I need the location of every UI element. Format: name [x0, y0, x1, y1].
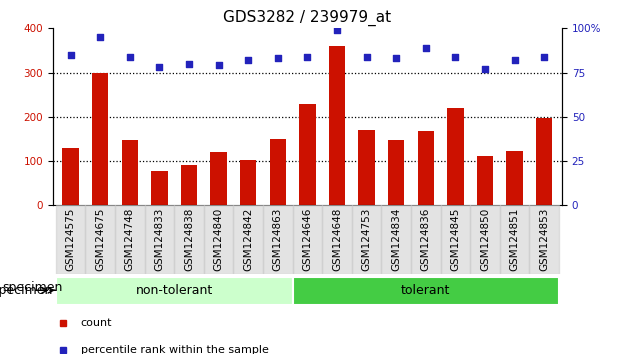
- Text: GSM124836: GSM124836: [421, 207, 431, 271]
- Bar: [174, 205, 204, 274]
- Bar: [299, 104, 315, 205]
- Point: [243, 57, 253, 63]
- Bar: [536, 118, 553, 205]
- Bar: [292, 276, 559, 304]
- Bar: [329, 46, 345, 205]
- Bar: [507, 152, 523, 205]
- Bar: [85, 205, 115, 274]
- Bar: [418, 131, 434, 205]
- Text: GSM124863: GSM124863: [273, 207, 283, 271]
- Bar: [233, 205, 263, 274]
- Point: [510, 57, 520, 63]
- Bar: [358, 130, 374, 205]
- Point: [273, 56, 283, 61]
- Bar: [240, 160, 256, 205]
- Bar: [56, 276, 292, 304]
- Bar: [204, 205, 233, 274]
- Text: non-tolerant: non-tolerant: [135, 284, 213, 297]
- Text: GSM124838: GSM124838: [184, 207, 194, 271]
- Bar: [477, 156, 493, 205]
- Bar: [381, 205, 411, 274]
- Point: [214, 63, 224, 68]
- Bar: [530, 205, 559, 274]
- Bar: [470, 205, 500, 274]
- Title: GDS3282 / 239979_at: GDS3282 / 239979_at: [224, 9, 391, 25]
- Point: [421, 45, 431, 51]
- Point: [361, 54, 371, 59]
- Text: GSM124646: GSM124646: [302, 207, 312, 271]
- Text: GSM124648: GSM124648: [332, 207, 342, 271]
- Point: [480, 66, 490, 72]
- Bar: [441, 205, 470, 274]
- Text: percentile rank within the sample: percentile rank within the sample: [81, 344, 269, 354]
- Text: GSM124845: GSM124845: [450, 207, 460, 271]
- Bar: [145, 205, 174, 274]
- Text: GSM124575: GSM124575: [66, 207, 76, 271]
- Bar: [500, 205, 530, 274]
- Text: GSM124853: GSM124853: [539, 207, 549, 271]
- Point: [184, 61, 194, 67]
- Text: GSM124753: GSM124753: [361, 207, 371, 271]
- Text: GSM124851: GSM124851: [510, 207, 520, 271]
- Bar: [263, 205, 292, 274]
- Point: [95, 34, 105, 40]
- Point: [125, 54, 135, 59]
- Bar: [322, 205, 352, 274]
- Text: count: count: [81, 318, 112, 328]
- Text: GSM124842: GSM124842: [243, 207, 253, 271]
- Point: [450, 54, 460, 59]
- Text: tolerant: tolerant: [401, 284, 450, 297]
- Bar: [56, 205, 85, 274]
- Point: [155, 64, 165, 70]
- Point: [66, 52, 76, 58]
- Bar: [270, 139, 286, 205]
- Bar: [62, 148, 79, 205]
- Bar: [181, 165, 197, 205]
- Bar: [115, 205, 145, 274]
- Bar: [388, 140, 404, 205]
- Text: GSM124840: GSM124840: [214, 207, 224, 271]
- Bar: [122, 140, 138, 205]
- Bar: [411, 205, 441, 274]
- Point: [539, 54, 549, 59]
- Bar: [92, 73, 108, 205]
- Text: GSM124675: GSM124675: [95, 207, 105, 271]
- Bar: [447, 108, 463, 205]
- Bar: [292, 205, 322, 274]
- Point: [302, 54, 312, 59]
- Text: GSM124833: GSM124833: [155, 207, 165, 271]
- Point: [332, 27, 342, 33]
- Bar: [211, 152, 227, 205]
- Text: GSM124850: GSM124850: [480, 207, 490, 271]
- Point: [391, 56, 401, 61]
- Text: specimen: specimen: [2, 281, 63, 293]
- Text: specimen: specimen: [0, 284, 52, 297]
- Bar: [152, 171, 168, 205]
- Bar: [352, 205, 381, 274]
- Text: GSM124748: GSM124748: [125, 207, 135, 271]
- Text: GSM124834: GSM124834: [391, 207, 401, 271]
